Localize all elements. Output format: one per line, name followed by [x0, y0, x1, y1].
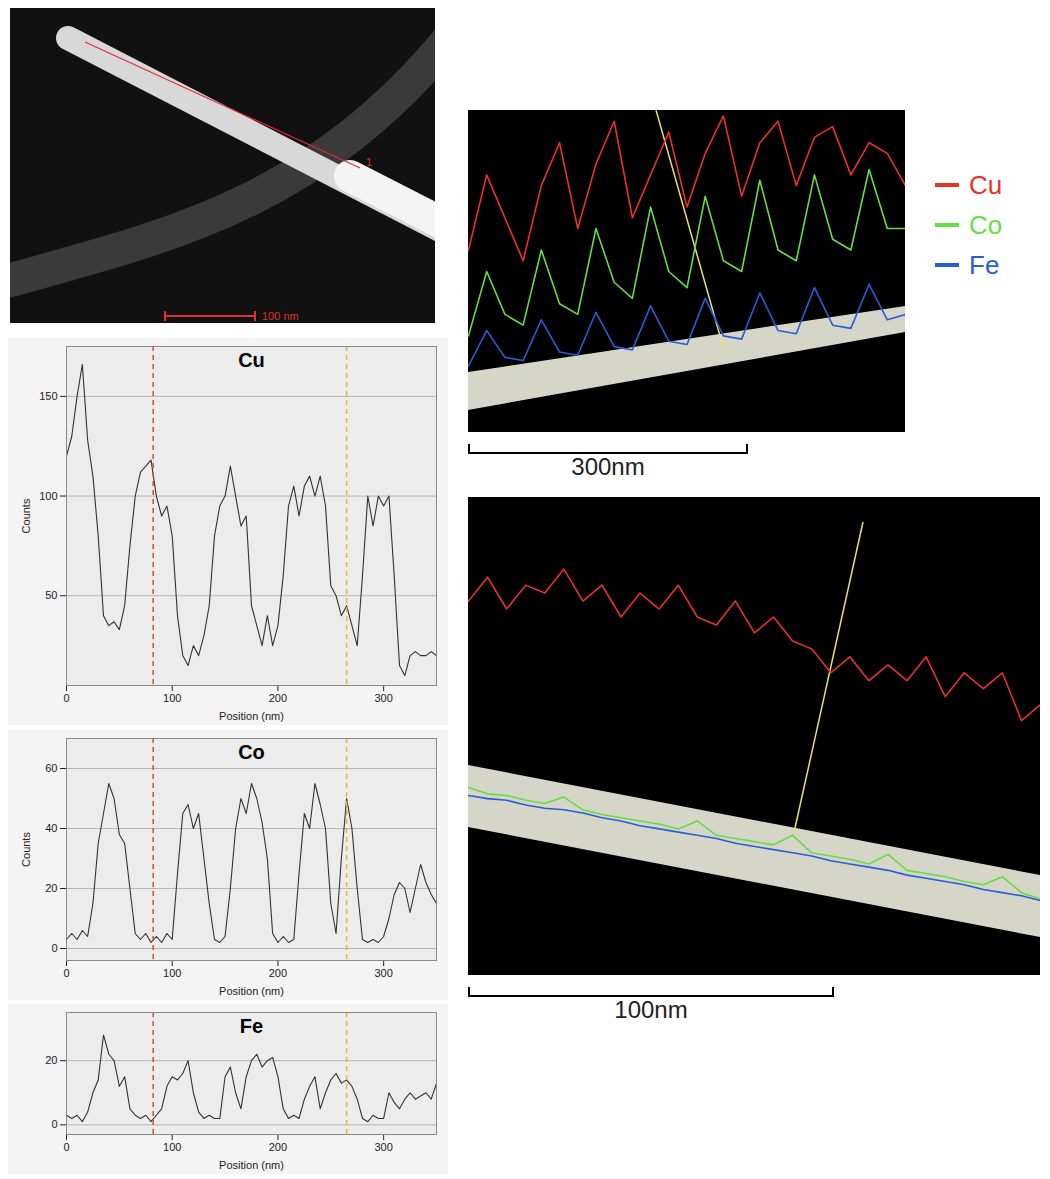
svg-text:100 nm: 100 nm: [262, 310, 299, 322]
svg-text:200: 200: [269, 967, 287, 979]
svg-text:300: 300: [374, 967, 392, 979]
svg-text:0: 0: [51, 1118, 57, 1130]
svg-text:200: 200: [269, 692, 287, 704]
svg-text:100: 100: [163, 1141, 181, 1153]
svg-text:100: 100: [163, 967, 181, 979]
svg-text:Counts: Counts: [20, 832, 32, 867]
svg-text:Position (nm): Position (nm): [219, 710, 284, 722]
html-text:Fe: Fe: [969, 249, 1000, 280]
html-text:100nm: 100nm: [614, 996, 688, 1023]
svg-text:0: 0: [51, 942, 57, 954]
svg-text:Counts: Counts: [20, 498, 32, 533]
svg-text:300: 300: [374, 692, 392, 704]
html-text:Co: Co: [969, 209, 1003, 240]
svg-text:300: 300: [374, 1141, 392, 1153]
svg-text:0: 0: [63, 1141, 69, 1153]
svg-text:Position (nm): Position (nm): [219, 985, 284, 997]
svg-text:Fe: Fe: [240, 1015, 263, 1037]
svg-text:0: 0: [63, 692, 69, 704]
svg-text:40: 40: [45, 822, 57, 834]
html-text:300nm: 300nm: [571, 453, 645, 480]
svg-text:100: 100: [163, 692, 181, 704]
html-text:Cu: Cu: [969, 169, 1003, 200]
svg-text:200: 200: [269, 1141, 287, 1153]
svg-text:Position (nm): Position (nm): [219, 1159, 284, 1171]
svg-text:Co: Co: [238, 741, 265, 763]
svg-text:150: 150: [39, 390, 57, 402]
svg-text:Cu: Cu: [238, 349, 265, 371]
svg-text:50: 50: [45, 589, 57, 601]
svg-text:20: 20: [45, 1054, 57, 1066]
svg-text:1: 1: [366, 156, 372, 168]
svg-text:0: 0: [63, 967, 69, 979]
svg-text:20: 20: [45, 882, 57, 894]
svg-text:100: 100: [39, 490, 57, 502]
svg-text:60: 60: [45, 762, 57, 774]
